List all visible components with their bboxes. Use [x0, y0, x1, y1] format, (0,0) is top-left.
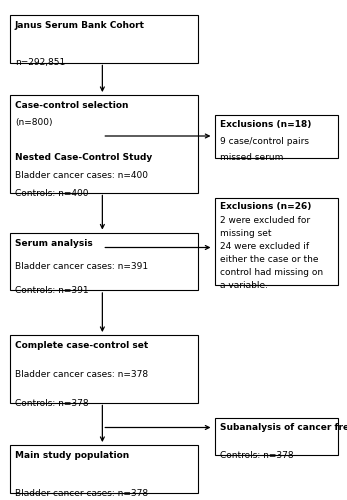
Text: n=292,851: n=292,851	[15, 58, 65, 68]
Text: Janus Serum Bank Cohort: Janus Serum Bank Cohort	[15, 21, 145, 30]
Text: Case-control selection: Case-control selection	[15, 101, 128, 110]
FancyBboxPatch shape	[10, 15, 198, 62]
Text: Controls: n=391: Controls: n=391	[15, 286, 88, 295]
Text: (n=800): (n=800)	[15, 118, 52, 128]
Text: Controls: n=378: Controls: n=378	[220, 451, 293, 460]
Text: Nested Case-Control Study: Nested Case-Control Study	[15, 154, 152, 162]
Text: Controls: n=400: Controls: n=400	[15, 188, 88, 198]
Text: Bladder cancer cases: n=378: Bladder cancer cases: n=378	[15, 488, 148, 498]
FancyBboxPatch shape	[10, 335, 198, 402]
Text: Exclusions (n=26): Exclusions (n=26)	[220, 202, 311, 211]
Text: Main study population: Main study population	[15, 451, 129, 460]
Text: missed serum: missed serum	[220, 154, 283, 162]
Text: control had missing on: control had missing on	[220, 268, 323, 277]
Text: missing set: missing set	[220, 228, 271, 237]
Text: Subanalysis of cancer free controls: Subanalysis of cancer free controls	[220, 422, 347, 432]
FancyBboxPatch shape	[10, 95, 198, 192]
Text: Complete case-control set: Complete case-control set	[15, 341, 148, 350]
FancyBboxPatch shape	[10, 445, 198, 492]
Text: 24 were excluded if: 24 were excluded if	[220, 242, 309, 251]
Text: Bladder cancer cases: n=400: Bladder cancer cases: n=400	[15, 171, 148, 180]
Text: Serum analysis: Serum analysis	[15, 238, 93, 248]
Text: a variable.: a variable.	[220, 281, 268, 290]
Text: Bladder cancer cases: n=378: Bladder cancer cases: n=378	[15, 370, 148, 379]
Text: Bladder cancer cases: n=391: Bladder cancer cases: n=391	[15, 262, 148, 271]
FancyBboxPatch shape	[10, 232, 198, 290]
Text: either the case or the: either the case or the	[220, 255, 318, 264]
FancyBboxPatch shape	[215, 418, 338, 455]
FancyBboxPatch shape	[215, 198, 338, 285]
Text: 9 case/control pairs: 9 case/control pairs	[220, 136, 308, 146]
FancyBboxPatch shape	[215, 115, 338, 158]
Text: Exclusions (n=18): Exclusions (n=18)	[220, 120, 311, 129]
Text: 2 were excluded for: 2 were excluded for	[220, 216, 310, 224]
Text: Controls: n=378: Controls: n=378	[15, 398, 88, 407]
